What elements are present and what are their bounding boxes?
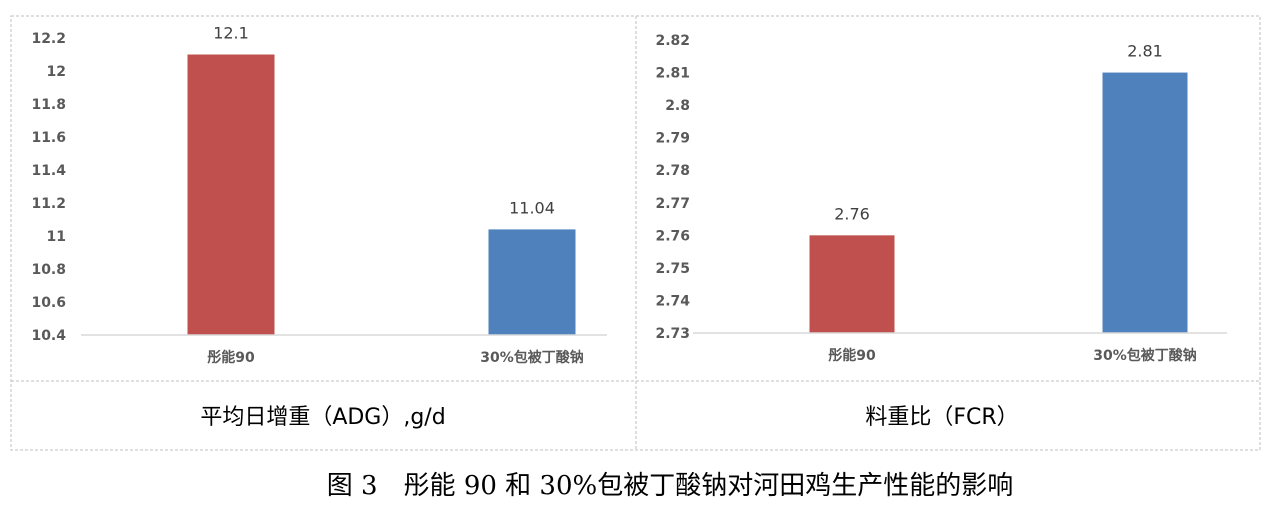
bar	[187, 54, 275, 335]
adg-chart: 10.4 10.6 10.8 11 11.2 11.4 11.6 11.8 12 12.2 12.1…	[31, 24, 607, 366]
bar	[809, 235, 895, 333]
y-tick-label: 11.8	[31, 97, 66, 113]
y-tick-label: 2.77	[655, 196, 690, 212]
fcr-chart: 2.73 2.74 2.75 2.76 2.77 2.78 2.79 2.8 2.81 2.82 2…	[655, 33, 1227, 364]
y-tick-label: 11.4	[31, 163, 66, 179]
y-tick-label: 2.73	[655, 326, 690, 342]
y-tick-label: 10.8	[31, 262, 66, 278]
data-label: 2.76	[834, 204, 870, 223]
y-tick-label: 2.81	[655, 66, 690, 82]
y-tick-label: 12.2	[31, 31, 66, 47]
y-tick-label: 2.79	[655, 131, 690, 147]
x-category-label: 30%包被丁酸钠	[1093, 347, 1197, 364]
x-category-label: 彤能90	[207, 349, 255, 366]
y-tick-label: 10.6	[31, 295, 66, 311]
data-label: 11.04	[509, 198, 555, 217]
figure-caption: 图 3 彤能 90 和 30%包被丁酸钠对河田鸡生产性能的影响	[327, 471, 1013, 501]
y-tick-label: 2.75	[655, 261, 690, 277]
bar	[488, 229, 576, 335]
fcr-chart-title: 料重比（FCR）	[865, 405, 1018, 430]
y-tick-label: 11	[47, 229, 66, 245]
y-tick-label: 10.4	[31, 328, 66, 344]
figure-border	[10, 15, 1261, 451]
x-category-label: 彤能90	[828, 347, 876, 364]
y-tick-label: 11.6	[31, 130, 66, 146]
data-label: 2.81	[1127, 42, 1163, 61]
y-tick-label: 2.74	[655, 293, 690, 309]
adg-chart-title: 平均日增重（ADG）,g/d	[200, 405, 445, 430]
y-tick-label: 2.76	[655, 228, 690, 244]
y-tick-label: 2.78	[655, 163, 690, 179]
y-tick-label: 12	[47, 64, 66, 80]
y-tick-label: 11.2	[31, 196, 66, 212]
bar	[1102, 72, 1188, 334]
y-tick-label: 2.82	[655, 33, 690, 49]
x-category-label: 30%包被丁酸钠	[480, 349, 584, 366]
data-label: 12.1	[213, 24, 249, 43]
y-tick-label: 2.8	[665, 98, 690, 114]
